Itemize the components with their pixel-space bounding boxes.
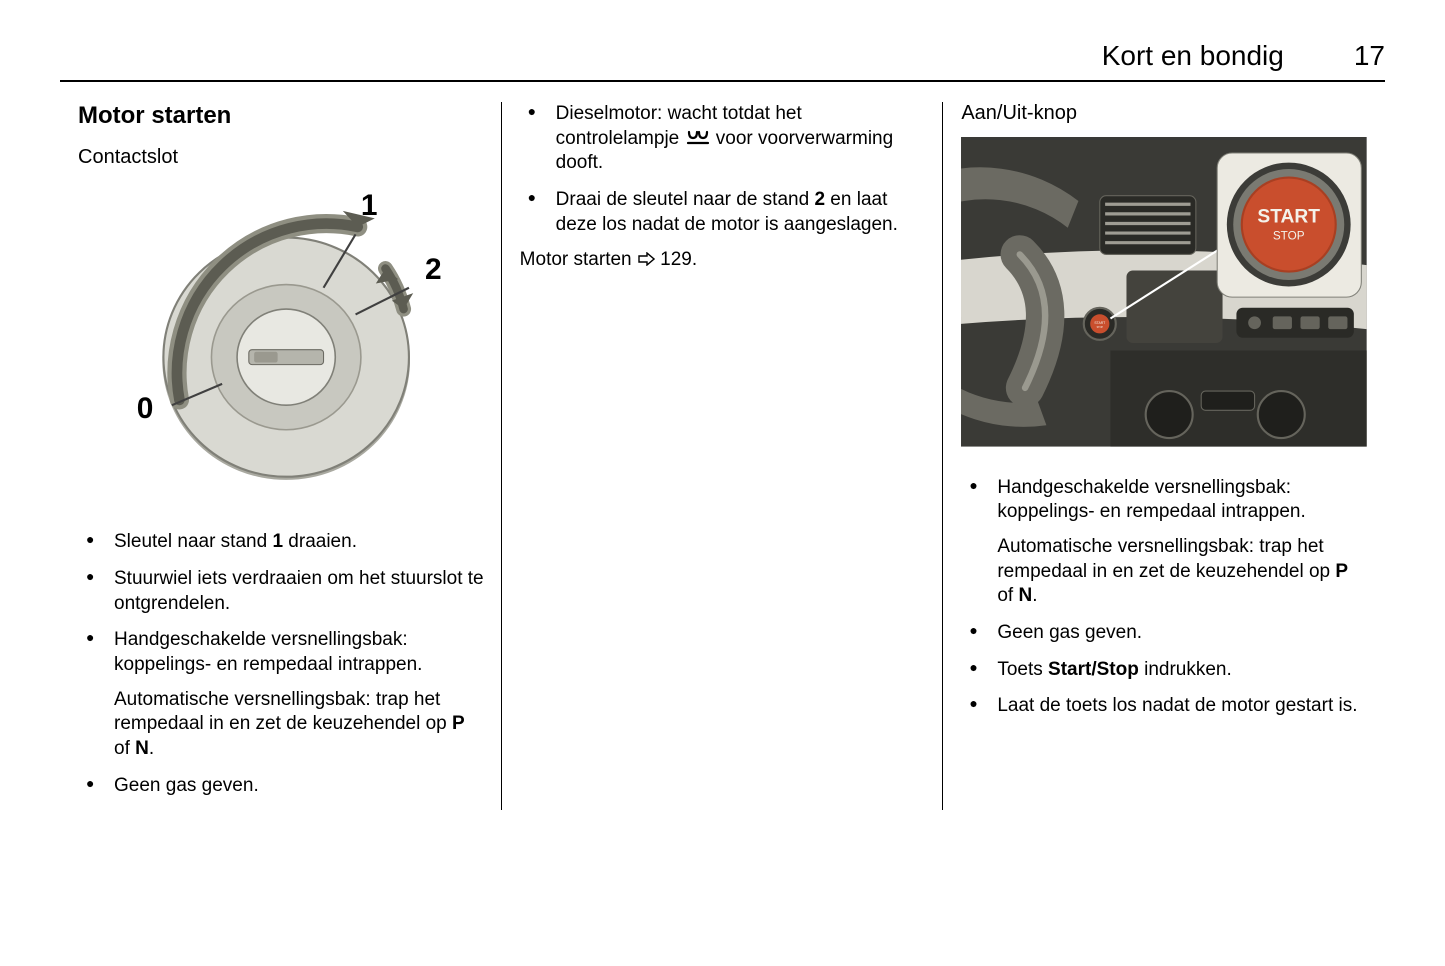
content-columns: Motor starten Contactslot	[60, 102, 1385, 810]
svg-text:START: START	[1095, 321, 1106, 325]
list-item: Dieselmotor: wacht totdat het controlela…	[520, 102, 926, 176]
svg-text:STOP: STOP	[1097, 327, 1104, 329]
list-item: Geen gas geven.	[78, 774, 484, 799]
ignition-label-1: 1	[361, 189, 378, 222]
list-subpara: Automatische versnellingsbak: trap het r…	[997, 535, 1367, 609]
list-item: Toets Start/Stop indrukken.	[961, 658, 1367, 683]
stop-button-text: STOP	[1273, 229, 1305, 242]
col2-list: Dieselmotor: wacht totdat het controlela…	[520, 102, 926, 237]
list-item: Laat de toets los nadat de motor gestart…	[961, 694, 1367, 719]
ignition-label-0: 0	[137, 392, 154, 425]
start-button-svg: START STOP START STOP	[961, 137, 1367, 447]
start-button-figure: START STOP START STOP	[961, 137, 1367, 452]
subheading-contactslot: Contactslot	[78, 146, 484, 169]
page-number: 17	[1354, 40, 1385, 72]
column-1: Motor starten Contactslot	[60, 102, 502, 810]
page-header: Kort en bondig 17	[60, 40, 1385, 82]
column-3: Aan/Uit-knop	[943, 102, 1385, 810]
list-item: Stuurwiel iets verdraaien om het stuursl…	[78, 567, 484, 616]
list-item: Handgeschakelde versnellings­bak: koppel…	[961, 476, 1367, 609]
list-item: Draai de sleutel naar de stand 2 en laat…	[520, 188, 926, 237]
xref-arrow-icon	[637, 250, 655, 264]
ignition-label-2: 2	[425, 253, 442, 286]
section-title: Kort en bondig	[1102, 40, 1284, 72]
column-2: Dieselmotor: wacht totdat het controlela…	[502, 102, 944, 810]
list-subpara: Automatische versnellingsbak: trap het r…	[114, 688, 484, 762]
heading-aan-uit-knop: Aan/Uit-knop	[961, 102, 1367, 125]
list-item: Handgeschakelde versnellings­bak: koppel…	[78, 628, 484, 761]
list-item: Geen gas geven.	[961, 621, 1367, 646]
preheat-icon	[685, 129, 711, 147]
heading-motor-starten: Motor starten	[78, 102, 484, 130]
start-button-text: START	[1258, 206, 1321, 227]
list-item: Sleutel naar stand 1 draaien.	[78, 530, 484, 555]
col3-list: Handgeschakelde versnellings­bak: koppel…	[961, 476, 1367, 720]
ignition-switch-figure: 0 1 2	[78, 181, 484, 506]
col1-list: Sleutel naar stand 1 draaien. Stuurwiel …	[78, 530, 484, 798]
cross-reference: Motor starten 129.	[520, 249, 926, 271]
ignition-diagram-svg: 0 1 2	[78, 181, 484, 501]
